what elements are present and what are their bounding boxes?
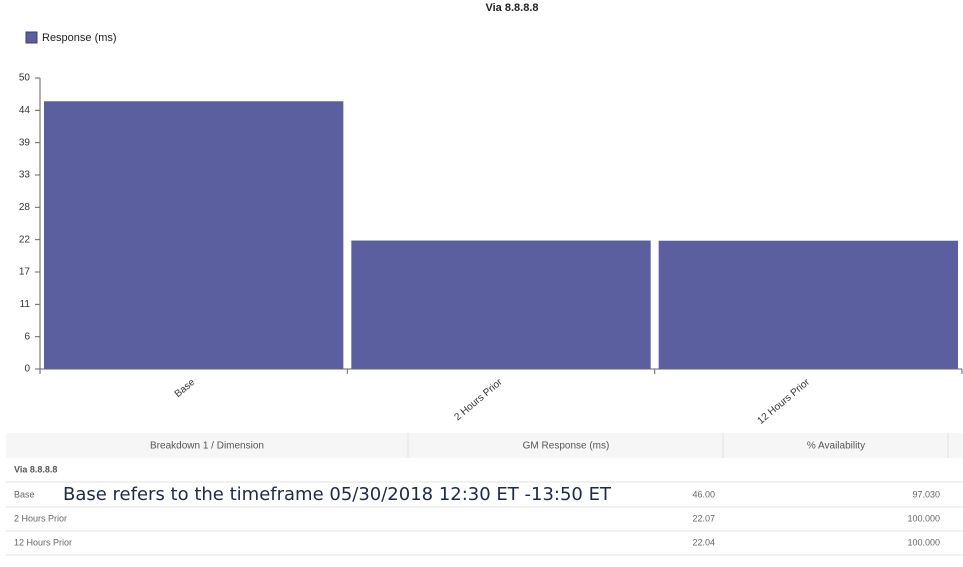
row-label: Base bbox=[14, 489, 35, 499]
y-tick-label: 0 bbox=[24, 364, 30, 375]
legend-swatch bbox=[25, 31, 38, 44]
column-header: % Availability bbox=[807, 441, 865, 452]
cell: 100.000 bbox=[907, 513, 940, 523]
cell: 97.030 bbox=[912, 489, 940, 499]
bar bbox=[658, 240, 958, 369]
cell: 22.04 bbox=[692, 537, 715, 547]
legend-label: Response (ms) bbox=[42, 32, 117, 44]
chart-title: Via 8.8.8.8 bbox=[485, 2, 538, 14]
annotation: Base refers to the timeframe 05/30/2018 … bbox=[63, 484, 612, 505]
row-label: 2 Hours Prior bbox=[14, 513, 67, 523]
bar bbox=[351, 240, 651, 369]
x-tick-label: 12 Hours Prior bbox=[756, 376, 813, 426]
x-tick-label: 2 Hours Prior bbox=[452, 376, 505, 423]
y-tick-label: 44 bbox=[19, 105, 31, 116]
row-label: 12 Hours Prior bbox=[14, 537, 72, 547]
y-tick-label: 50 bbox=[19, 73, 31, 84]
cell: 22.07 bbox=[692, 513, 715, 523]
y-tick-label: 11 bbox=[20, 299, 31, 310]
y-tick-label: 33 bbox=[19, 170, 31, 181]
cell: 100.000 bbox=[907, 537, 940, 547]
y-tick-label: 28 bbox=[19, 202, 31, 213]
column-header: Breakdown 1 / Dimension bbox=[150, 441, 264, 452]
bar bbox=[44, 101, 344, 369]
cell: 46.00 bbox=[692, 489, 715, 499]
column-header: GM Response (ms) bbox=[523, 441, 610, 452]
y-tick-label: 22 bbox=[19, 234, 31, 245]
x-tick-label: Base bbox=[173, 377, 198, 400]
table-header bbox=[6, 433, 963, 458]
y-tick-label: 6 bbox=[24, 331, 30, 342]
y-tick-label: 39 bbox=[19, 137, 31, 148]
y-tick-label: 17 bbox=[19, 267, 31, 278]
group-label: Via 8.8.8.8 bbox=[14, 464, 57, 474]
